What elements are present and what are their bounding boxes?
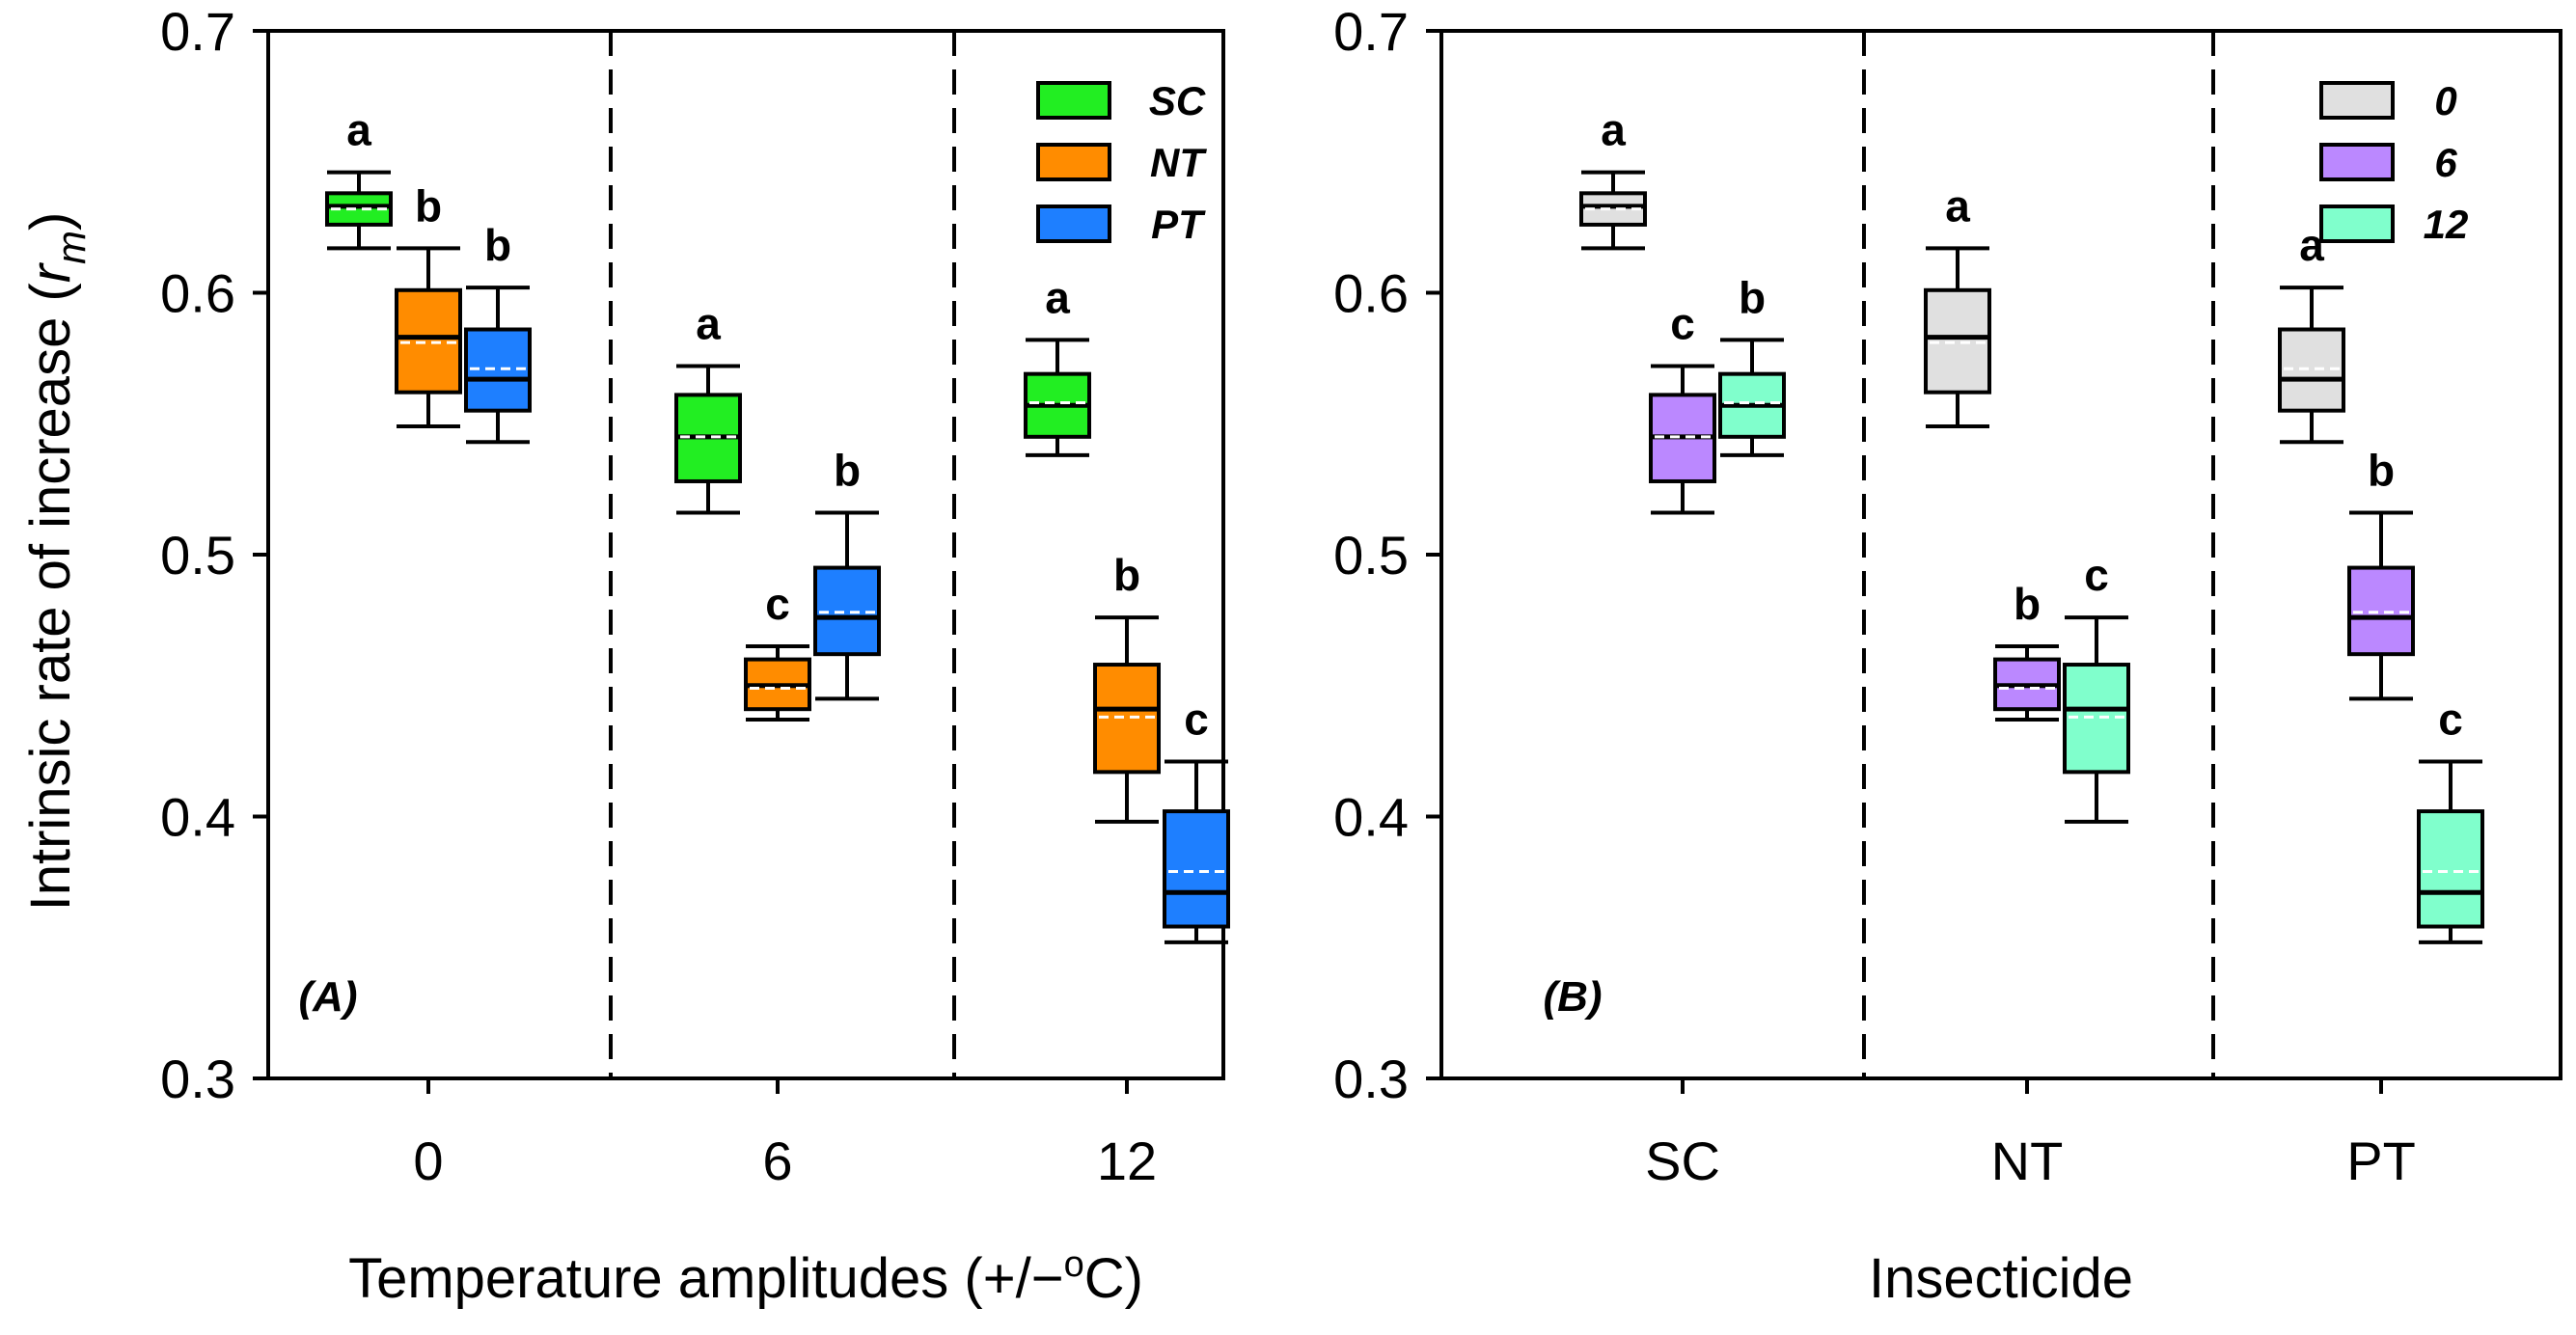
box-plot: a bbox=[325, 105, 393, 251]
y-axis-title-subscript: m bbox=[48, 231, 94, 264]
box-plot: a bbox=[674, 299, 742, 515]
significance-letter: b bbox=[484, 220, 511, 270]
box-plot: b bbox=[2347, 446, 2415, 701]
y-axis-title-main: Intrinsic rate of increase ( bbox=[19, 283, 82, 911]
box-plot: b bbox=[395, 180, 462, 428]
legend-label: 6 bbox=[2434, 140, 2457, 185]
y-tick-label: 0.7 bbox=[1333, 1, 1409, 62]
box-plot: a bbox=[1579, 105, 1647, 251]
panel-b: 0.30.40.50.60.7SC NT PTacbabcabc0612(B)Ins… bbox=[1333, 1, 2562, 1310]
legend-swatch bbox=[1036, 143, 1111, 181]
significance-letter: c bbox=[1670, 299, 1695, 349]
x-axis-title-unit: C) bbox=[1084, 1247, 1143, 1310]
legend-label: SC bbox=[1149, 78, 1206, 123]
x-axis-title: Temperature amplitudes (+/−oC) bbox=[348, 1244, 1143, 1310]
legend-label: NT bbox=[1150, 140, 1207, 185]
y-tick-label: 0.6 bbox=[160, 263, 235, 324]
legend-swatch bbox=[2319, 143, 2395, 181]
y-tick-label: 0.5 bbox=[1333, 525, 1409, 586]
y-tick-label: 0.5 bbox=[160, 525, 235, 586]
x-axis-title-superscript: o bbox=[1064, 1244, 1084, 1285]
legend-label: PT bbox=[1151, 202, 1206, 247]
significance-letter: a bbox=[1945, 180, 1970, 231]
plot-frame bbox=[1439, 29, 2562, 1080]
legend-swatch bbox=[1036, 204, 1111, 243]
y-tick-label: 0.3 bbox=[1333, 1049, 1409, 1109]
box-plot: b bbox=[813, 446, 881, 701]
box-plot: b bbox=[1718, 272, 1786, 457]
y-axis-title: Intrinsic rate of increase (rm) bbox=[19, 212, 94, 912]
box-plot: a bbox=[2278, 220, 2345, 445]
y-tick-label: 0.6 bbox=[1333, 263, 1409, 324]
box-plot: a bbox=[1024, 272, 1091, 457]
panel-label: (A) bbox=[298, 973, 357, 1021]
legend-swatch bbox=[2319, 81, 2395, 120]
box-plot: c bbox=[744, 579, 811, 722]
box-iqr bbox=[1163, 809, 1230, 929]
y-tick-label: 0.3 bbox=[160, 1049, 235, 1109]
significance-letter: c bbox=[2084, 550, 2109, 600]
panel-a: 0.30.40.50.60.70 6 12abbacbabcSCNTPT(A)Tem… bbox=[19, 1, 1230, 1310]
significance-letter: b bbox=[1113, 550, 1140, 600]
y-tick-label: 0.4 bbox=[160, 787, 235, 848]
significance-letter: b bbox=[2368, 446, 2395, 496]
significance-letter: c bbox=[765, 579, 790, 629]
significance-letter: a bbox=[346, 105, 371, 155]
significance-letter: b bbox=[834, 446, 861, 496]
x-tick-label: 0 bbox=[413, 1131, 443, 1191]
significance-letter: a bbox=[1601, 105, 1626, 155]
box-plot: b bbox=[464, 220, 532, 445]
plot-frame bbox=[266, 29, 1225, 1080]
box-plot: b bbox=[1993, 579, 2061, 722]
box-plot: c bbox=[2063, 550, 2130, 824]
x-tick-label: SC bbox=[1645, 1131, 1720, 1191]
x-axis-title: Insecticide bbox=[1869, 1247, 2133, 1310]
significance-letter: a bbox=[696, 299, 721, 349]
box-plot: c bbox=[1649, 299, 1716, 515]
y-tick-label: 0.4 bbox=[1333, 787, 1409, 848]
x-axis-title-main: Temperature amplitudes (+/− bbox=[348, 1247, 1063, 1310]
y-axis-title-close: ) bbox=[19, 212, 82, 231]
box-plot: b bbox=[1093, 550, 1161, 824]
x-axis-title-main: Insecticide bbox=[1869, 1247, 2133, 1310]
significance-letter: a bbox=[1045, 272, 1070, 322]
significance-letter: b bbox=[2014, 579, 2041, 629]
x-tick-label: PT bbox=[2346, 1131, 2416, 1191]
box-plot: a bbox=[1924, 180, 1991, 428]
legend-label: 12 bbox=[2424, 202, 2469, 247]
box-plot: c bbox=[2417, 694, 2484, 944]
legend-swatch bbox=[1036, 81, 1111, 120]
significance-letter: c bbox=[1184, 694, 1209, 744]
box-plot: c bbox=[1163, 694, 1230, 944]
box-iqr bbox=[2417, 809, 2484, 929]
significance-letter: c bbox=[2438, 694, 2463, 744]
legend-swatch bbox=[2319, 204, 2395, 243]
x-tick-label: NT bbox=[1991, 1131, 2064, 1191]
significance-letter: b bbox=[1739, 272, 1766, 322]
y-tick-label: 0.7 bbox=[160, 1, 235, 62]
panel-label: (B) bbox=[1543, 973, 1602, 1021]
x-tick-label: 6 bbox=[762, 1131, 792, 1191]
significance-letter: b bbox=[415, 180, 442, 231]
legend-label: 0 bbox=[2434, 78, 2456, 123]
y-axis-title-symbol: r bbox=[19, 261, 82, 283]
x-tick-label: 12 bbox=[1097, 1131, 1157, 1191]
